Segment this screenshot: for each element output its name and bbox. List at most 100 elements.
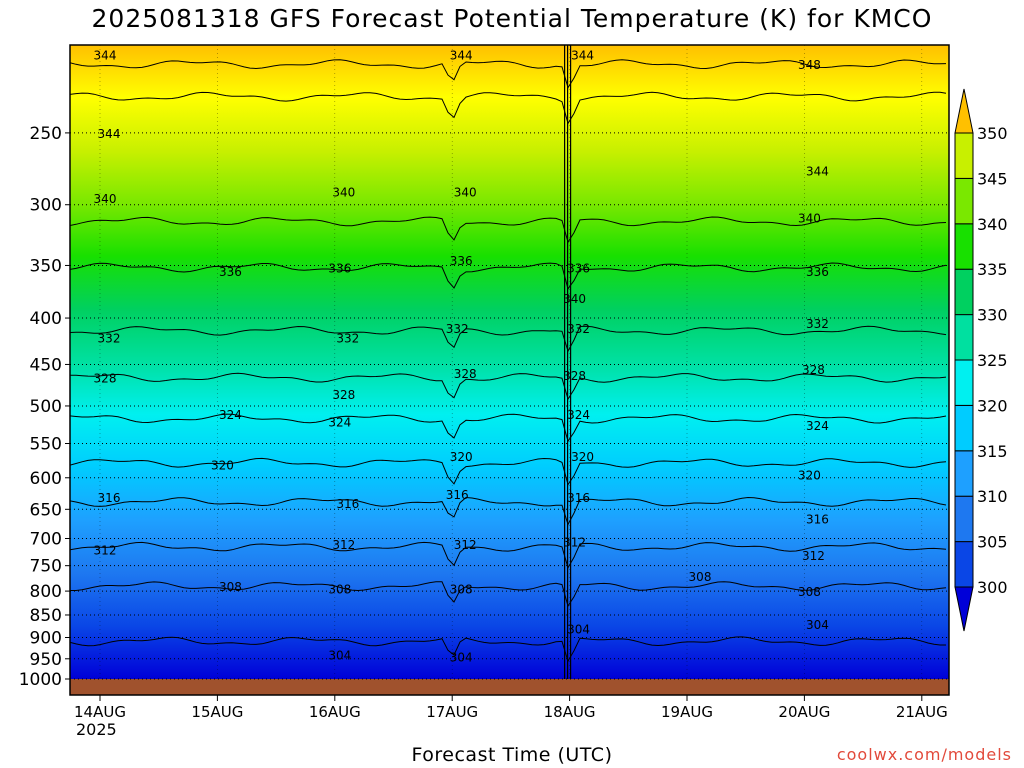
contour-label-328: 328 bbox=[802, 363, 825, 377]
x-tick-label-16AUG: 16AUG bbox=[309, 703, 361, 721]
y-tick-label-1000: 1000 bbox=[19, 670, 62, 690]
contour-label-344: 344 bbox=[806, 164, 829, 178]
colorbar-label-350: 350 bbox=[977, 124, 1008, 143]
contour-label-308: 308 bbox=[219, 580, 242, 594]
contour-label-332: 332 bbox=[567, 322, 590, 336]
y-tick-label-950: 950 bbox=[30, 650, 62, 670]
contour-label-304: 304 bbox=[450, 651, 473, 665]
colorbar-segment bbox=[954, 404, 974, 452]
y-tick-label-300: 300 bbox=[30, 196, 62, 216]
contour-label-320: 320 bbox=[450, 450, 473, 464]
contour-label-340: 340 bbox=[563, 292, 586, 306]
chart-title: 2025081318 GFS Forecast Potential Temper… bbox=[91, 4, 933, 33]
x-tick-label-14AUG: 14AUG bbox=[74, 703, 126, 721]
colorbar-label-345: 345 bbox=[977, 169, 1008, 188]
contour-label-312: 312 bbox=[332, 538, 355, 552]
y-tick-label-650: 650 bbox=[30, 500, 62, 520]
contour-label-340: 340 bbox=[798, 212, 821, 226]
contour-label-328: 328 bbox=[454, 367, 477, 381]
contour-label-312: 312 bbox=[563, 535, 586, 549]
plot-area bbox=[69, 44, 950, 696]
contour-line-324 bbox=[70, 413, 947, 443]
x-year-label: 2025 bbox=[76, 720, 117, 739]
x-tick-label-17AUG: 17AUG bbox=[426, 703, 478, 721]
contour-label-324: 324 bbox=[219, 408, 242, 422]
contour-label-320: 320 bbox=[571, 450, 594, 464]
y-tick-label-250: 250 bbox=[30, 124, 62, 144]
contour-label-336: 336 bbox=[219, 265, 242, 279]
y-tick-label-750: 750 bbox=[30, 557, 62, 577]
contour-line-308 bbox=[70, 581, 947, 608]
contour-label-316: 316 bbox=[567, 491, 590, 505]
contour-label-328: 328 bbox=[94, 371, 117, 385]
colorbar-segment bbox=[954, 268, 974, 316]
contour-label-324: 324 bbox=[567, 408, 590, 422]
colorbar-top-arrow bbox=[954, 88, 974, 134]
colorbar-segment bbox=[954, 359, 974, 406]
contour-label-308: 308 bbox=[798, 585, 821, 599]
x-axis-label: Forecast Time (UTC) bbox=[411, 744, 613, 766]
contour-label-312: 312 bbox=[94, 544, 117, 558]
contour-label-348: 348 bbox=[798, 58, 821, 72]
y-axis: 2503003504004505005506006507007508008509… bbox=[19, 124, 70, 690]
contour-label-336: 336 bbox=[450, 254, 473, 268]
colorbar-segment bbox=[954, 314, 974, 361]
ground-band bbox=[70, 679, 949, 695]
contour-label-316: 316 bbox=[806, 512, 829, 526]
contour-line-332 bbox=[70, 325, 947, 353]
y-tick-label-800: 800 bbox=[30, 582, 62, 602]
x-tick-label-18AUG: 18AUG bbox=[544, 703, 596, 721]
contour-label-332: 332 bbox=[806, 317, 829, 331]
x-tick-label-21AUG: 21AUG bbox=[896, 703, 948, 721]
colorbar-segment bbox=[954, 177, 974, 225]
contour-label-308: 308 bbox=[689, 570, 712, 584]
colorbar-label-310: 310 bbox=[977, 487, 1008, 506]
contour-line-304 bbox=[70, 636, 946, 663]
colorbar-label-335: 335 bbox=[977, 260, 1008, 279]
x-tick-label-15AUG: 15AUG bbox=[191, 703, 243, 721]
y-tick-label-550: 550 bbox=[30, 434, 62, 454]
credit-link[interactable]: coolwx.com/models bbox=[836, 745, 1012, 764]
contour-line-340 bbox=[70, 216, 947, 244]
contour-label-344: 344 bbox=[98, 127, 121, 141]
contour-label-304: 304 bbox=[328, 649, 351, 663]
contour-label-328: 328 bbox=[563, 369, 586, 383]
x-axis: 14AUG 15AUG 16AUG 17AUG 18AUG 19AUG 20AUG 21AUG bbox=[74, 695, 948, 721]
contour-label-316: 316 bbox=[446, 488, 469, 502]
contour-label-332: 332 bbox=[98, 331, 121, 345]
contour-labels: 344 344 344 348 344 344 340 340 340 340 336 336 336 3… bbox=[94, 49, 829, 665]
contour-label-344: 344 bbox=[94, 49, 117, 63]
contour-line-328 bbox=[70, 372, 947, 401]
x-tick-label-20AUG: 20AUG bbox=[778, 703, 830, 721]
contour-line-316 bbox=[70, 496, 947, 526]
contour-label-336: 336 bbox=[806, 265, 829, 279]
contour-label-304: 304 bbox=[567, 623, 590, 637]
contour-line-344 bbox=[70, 91, 947, 125]
y-tick-label-500: 500 bbox=[30, 397, 62, 417]
contour-line-348 bbox=[70, 59, 947, 89]
colorbar-label-300: 300 bbox=[977, 578, 1008, 597]
colorbar-label-330: 330 bbox=[977, 306, 1008, 325]
contour-label-336: 336 bbox=[328, 262, 351, 276]
colorbar: 300 305 310 315 320 325 330 335 340 345 350 bbox=[954, 88, 1008, 632]
contour-label-312: 312 bbox=[802, 549, 825, 563]
y-tick-label-350: 350 bbox=[30, 256, 62, 276]
colorbar-segment bbox=[954, 450, 974, 497]
colorbar-segment bbox=[954, 495, 974, 543]
contour-label-336: 336 bbox=[567, 262, 590, 276]
contour-label-316: 316 bbox=[336, 497, 359, 511]
y-tick-label-700: 700 bbox=[30, 529, 62, 549]
contour-label-344: 344 bbox=[571, 49, 594, 63]
contour-label-340: 340 bbox=[454, 185, 477, 199]
contour-line-320 bbox=[70, 457, 947, 486]
y-tick-label-400: 400 bbox=[30, 309, 62, 329]
x-tick-label-19AUG: 19AUG bbox=[661, 703, 713, 721]
y-tick-label-600: 600 bbox=[30, 469, 62, 489]
colorbar-segment bbox=[954, 132, 974, 179]
contour-lines bbox=[70, 45, 947, 679]
contour-label-320: 320 bbox=[798, 468, 821, 482]
plot-frame bbox=[69, 44, 950, 696]
colorbar-label-325: 325 bbox=[977, 351, 1008, 370]
colorbar-label-340: 340 bbox=[977, 215, 1008, 234]
